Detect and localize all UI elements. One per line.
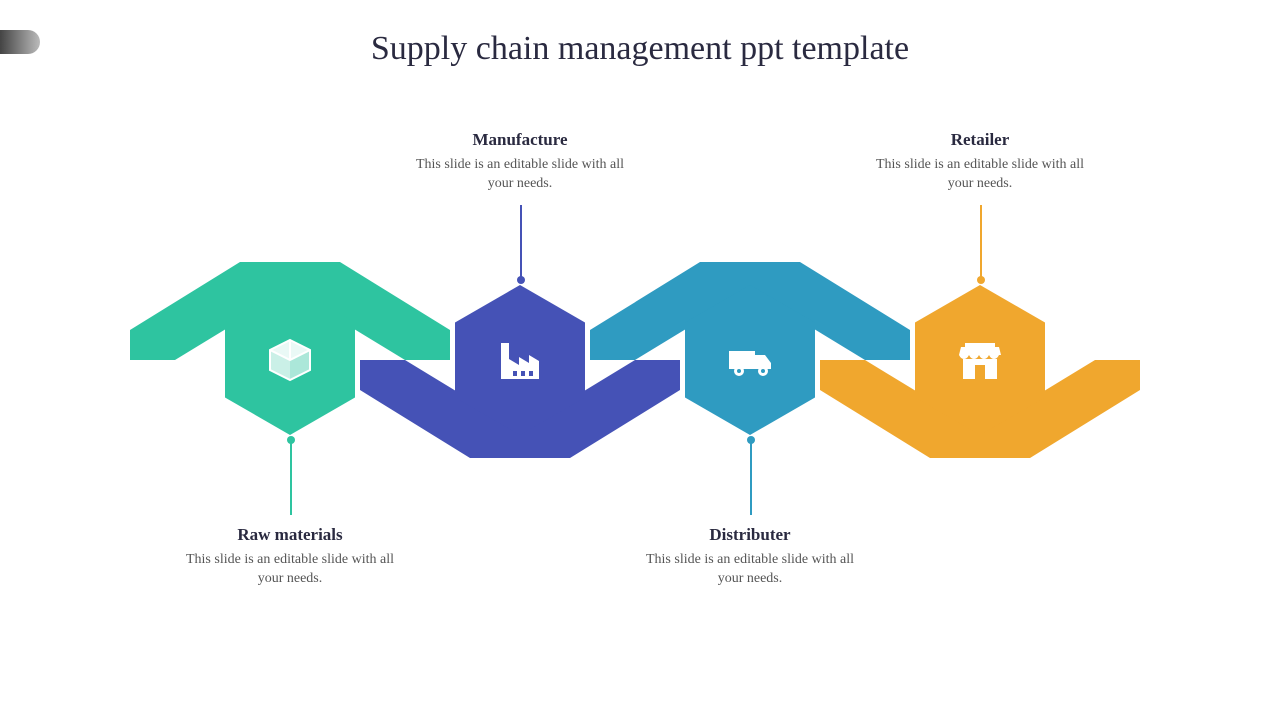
supply-chain-diagram: Raw materials This slide is an editable … xyxy=(0,90,1280,630)
caption-desc-distributer: This slide is an editable slide with all… xyxy=(640,551,860,589)
caption-title-distributer: Distributer xyxy=(640,525,860,545)
caption-distributer: Distributer This slide is an editable sl… xyxy=(640,525,860,589)
leader-distributer xyxy=(750,440,752,515)
box-icon xyxy=(265,335,315,385)
leader-manufacture xyxy=(520,205,522,280)
caption-raw-materials: Raw materials This slide is an editable … xyxy=(180,525,400,589)
caption-desc-raw: This slide is an editable slide with all… xyxy=(180,551,400,589)
caption-title-manufacture: Manufacture xyxy=(410,130,630,150)
store-icon xyxy=(955,335,1005,385)
caption-desc-manufacture: This slide is an editable slide with all… xyxy=(410,156,630,194)
leader-dot-manufacture xyxy=(517,276,525,284)
caption-title-raw: Raw materials xyxy=(180,525,400,545)
leader-raw xyxy=(290,440,292,515)
truck-icon xyxy=(725,335,775,385)
slide-title: Supply chain management ppt template xyxy=(0,30,1280,68)
leader-dot-retailer xyxy=(977,276,985,284)
caption-manufacture: Manufacture This slide is an editable sl… xyxy=(410,130,630,194)
caption-title-retailer: Retailer xyxy=(870,130,1090,150)
caption-retailer: Retailer This slide is an editable slide… xyxy=(870,130,1090,194)
factory-icon xyxy=(495,335,545,385)
leader-dot-distributer xyxy=(747,436,755,444)
leader-dot-raw xyxy=(287,436,295,444)
caption-desc-retailer: This slide is an editable slide with all… xyxy=(870,156,1090,194)
leader-retailer xyxy=(980,205,982,280)
